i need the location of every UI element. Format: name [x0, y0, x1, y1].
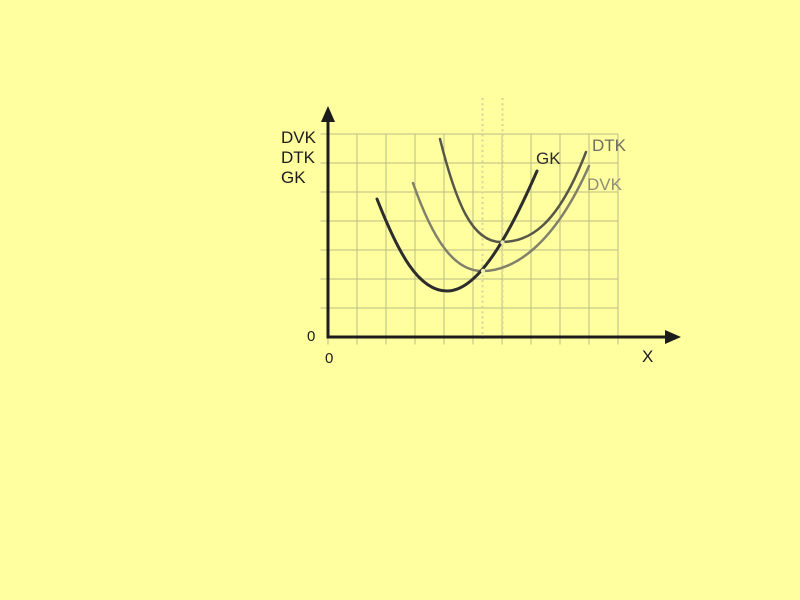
curve-gk: [375, 169, 539, 293]
y-axis-title-line: DVK: [281, 128, 317, 147]
y-axis-title-line: GK: [281, 168, 306, 187]
intersection-marker: [500, 240, 505, 245]
y-axis-title-line: DTK: [281, 148, 316, 167]
origin-label-x: 0: [325, 350, 333, 367]
x-axis-title: X: [642, 347, 653, 366]
x-axis-arrowhead: [665, 330, 681, 344]
intersection-marker: [480, 268, 486, 274]
series-label-dtk: DTK: [592, 136, 627, 155]
series-label-gk: GK: [536, 149, 561, 168]
series-label-dvk: DVK: [587, 175, 623, 194]
curve-dtk: [438, 137, 588, 244]
curve-dvk: [411, 164, 591, 273]
y-axis-arrowhead: [321, 106, 335, 122]
origin-label-y: 0: [307, 328, 315, 345]
